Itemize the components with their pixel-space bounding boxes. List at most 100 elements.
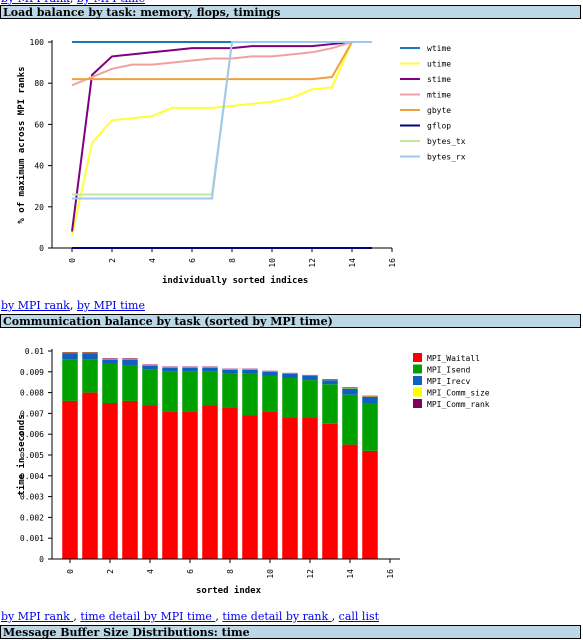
bar-segment-MPI_Waitall bbox=[242, 415, 258, 559]
legend-swatch-MPI_Isend bbox=[413, 364, 422, 374]
bar-segment-MPI_Isend bbox=[62, 359, 78, 401]
communication-balance-bar-chart: 0 0.001 0.002 0.003 0.004 0.005 0.006 0.007 0.00… bbox=[16, 347, 490, 596]
bar-segment-MPI_Comm_rank bbox=[342, 387, 358, 389]
legend-label-bytes_tx: bytes_tx bbox=[427, 137, 466, 146]
bar-segment-MPI_Irecv bbox=[182, 367, 198, 372]
bar-segment-MPI_Comm_rank bbox=[142, 364, 158, 366]
x-tick-label: 16 bbox=[388, 258, 397, 268]
bar-segment-MPI_Comm_size bbox=[262, 371, 278, 372]
bar-segment-MPI_Waitall bbox=[302, 417, 318, 559]
x-tick-label: 8 bbox=[228, 258, 237, 263]
y-tick-label: 0.005 bbox=[20, 451, 44, 460]
legend-label-stime: stime bbox=[427, 75, 451, 84]
link-by-mpi-rank-top[interactable]: by MPI rank bbox=[1, 0, 70, 5]
bar-segment-MPI_Irecv bbox=[142, 365, 158, 370]
bar-segment-MPI_Comm_rank bbox=[122, 358, 138, 359]
bar-segment-MPI_Isend bbox=[342, 394, 358, 445]
section-header-message-buffer: Message Buffer Size Distributions: time bbox=[0, 625, 581, 639]
bar-segment-MPI_Comm_size bbox=[62, 352, 78, 354]
x-tick-label: 8 bbox=[226, 569, 235, 574]
bar-segment-MPI_Comm_rank bbox=[82, 352, 98, 353]
bar-segment-MPI_Waitall bbox=[182, 411, 198, 559]
x-tick-label: 14 bbox=[346, 569, 355, 579]
link-time-detail-by-mpi-time[interactable]: time detail by MPI time bbox=[80, 610, 216, 623]
bar-segment-MPI_Isend bbox=[222, 373, 238, 408]
bar-segment-MPI_Waitall bbox=[122, 400, 138, 559]
y-tick-label: 0 bbox=[39, 555, 44, 564]
bar-segment-MPI_Comm_rank bbox=[282, 372, 298, 374]
y-tick-label: 0.001 bbox=[20, 534, 44, 543]
bar-segment-MPI_Comm_size bbox=[102, 358, 118, 360]
y-tick-label: 0.01 bbox=[25, 347, 44, 356]
link-separator: , bbox=[331, 610, 336, 623]
bar-segment-MPI_Waitall bbox=[322, 423, 338, 559]
x-tick-label: 10 bbox=[268, 258, 277, 268]
bar-segment-MPI_Waitall bbox=[282, 417, 298, 559]
y-tick-label: 0.009 bbox=[20, 368, 44, 377]
bar-segment-MPI_Irecv bbox=[102, 359, 118, 364]
y-tick-label: 0.004 bbox=[20, 472, 44, 481]
bar-segment-MPI_Irecv bbox=[242, 369, 258, 374]
x-tick-label: 6 bbox=[186, 569, 195, 574]
link-separator: , bbox=[215, 610, 219, 623]
series-line-stime bbox=[71, 41, 372, 232]
y-tick-label: 40 bbox=[34, 162, 44, 171]
link-by-mpi-time-top[interactable]: by MPI time bbox=[77, 0, 145, 5]
bar-segment-MPI_Comm_rank bbox=[242, 368, 258, 370]
legend-label-MPI_Waitall: MPI_Waitall bbox=[427, 354, 480, 363]
bar-segment-MPI_Comm_rank bbox=[102, 358, 118, 359]
legend-label-MPI_Irecv: MPI_Irecv bbox=[427, 377, 471, 386]
bar-segment-MPI_Waitall bbox=[222, 407, 238, 559]
link-by-mpi-time[interactable]: by MPI time bbox=[76, 299, 145, 312]
bar-segment-MPI_Waitall bbox=[262, 411, 278, 559]
legend-label-utime: utime bbox=[427, 60, 451, 69]
x-tick-label: 2 bbox=[108, 258, 117, 263]
bar-segment-MPI_Comm_size bbox=[162, 367, 178, 368]
bar-segment-MPI_Isend bbox=[182, 371, 198, 412]
bar-segment-MPI_Irecv bbox=[262, 371, 278, 376]
bar-segment-MPI_Comm_rank bbox=[182, 366, 198, 368]
series-line-gbyte bbox=[72, 41, 372, 81]
bar-segment-MPI_Irecv bbox=[362, 396, 378, 403]
section-header-load-balance: Load balance by task: memory, flops, tim… bbox=[0, 5, 581, 19]
series-line-bytes_rx bbox=[72, 41, 372, 200]
link-call-list[interactable]: call list bbox=[338, 610, 380, 623]
bar-segment-MPI_Comm_size bbox=[322, 379, 338, 381]
legend-swatch-MPI_Irecv bbox=[413, 376, 422, 385]
bar-segment-MPI_Irecv bbox=[82, 353, 98, 360]
bar-segment-MPI_Comm_rank bbox=[362, 395, 378, 397]
bar-segment-MPI_Irecv bbox=[222, 369, 238, 374]
bar-segment-MPI_Comm_size bbox=[122, 358, 138, 360]
bar-segment-MPI_Comm_size bbox=[142, 364, 158, 366]
bar-segment-MPI_Isend bbox=[302, 380, 318, 418]
bar-segment-MPI_Isend bbox=[282, 378, 298, 418]
bar-segment-MPI_Waitall bbox=[102, 403, 118, 559]
bar-segment-MPI_Irecv bbox=[62, 353, 78, 360]
y-tick-label: 0.002 bbox=[20, 513, 44, 522]
bar-segment-MPI_Isend bbox=[162, 371, 178, 412]
bar-segment-MPI_Comm_rank bbox=[222, 368, 238, 370]
bar-segment-MPI_Comm_size bbox=[242, 369, 258, 370]
x-tick-label: 6 bbox=[188, 258, 197, 263]
bar-segment-MPI_Isend bbox=[142, 369, 158, 406]
x-tick-label: 16 bbox=[386, 569, 395, 579]
bar-segment-MPI_Comm_rank bbox=[322, 379, 338, 380]
x-axis-label: individually sorted indices bbox=[162, 275, 308, 286]
link-time-detail-by-rank[interactable]: time detail by rank bbox=[222, 610, 332, 623]
y-tick-label: 0.006 bbox=[20, 430, 44, 439]
x-tick-label: 12 bbox=[306, 569, 315, 579]
y-tick-label: 0 bbox=[39, 244, 44, 253]
x-tick-label: 10 bbox=[266, 569, 275, 579]
link-by-mpi-rank[interactable]: by MPI rank bbox=[1, 299, 70, 312]
bar-segment-MPI_Irecv bbox=[282, 373, 298, 379]
x-tick-label: 12 bbox=[308, 258, 317, 268]
x-tick-label: 0 bbox=[68, 258, 77, 263]
link-by-mpi-rank-2[interactable]: by MPI rank bbox=[1, 610, 74, 623]
y-tick-label: 0.003 bbox=[20, 493, 44, 502]
bar-segment-MPI_Isend bbox=[242, 373, 258, 416]
legend-swatch-MPI_Comm_size bbox=[413, 387, 422, 397]
bar-segment-MPI_Comm_size bbox=[342, 387, 358, 389]
bar-segment-MPI_Irecv bbox=[202, 367, 218, 372]
link-row-3: by MPI rank , time detail by MPI time , … bbox=[1, 610, 379, 623]
y-tick-label: 0.007 bbox=[20, 409, 44, 418]
